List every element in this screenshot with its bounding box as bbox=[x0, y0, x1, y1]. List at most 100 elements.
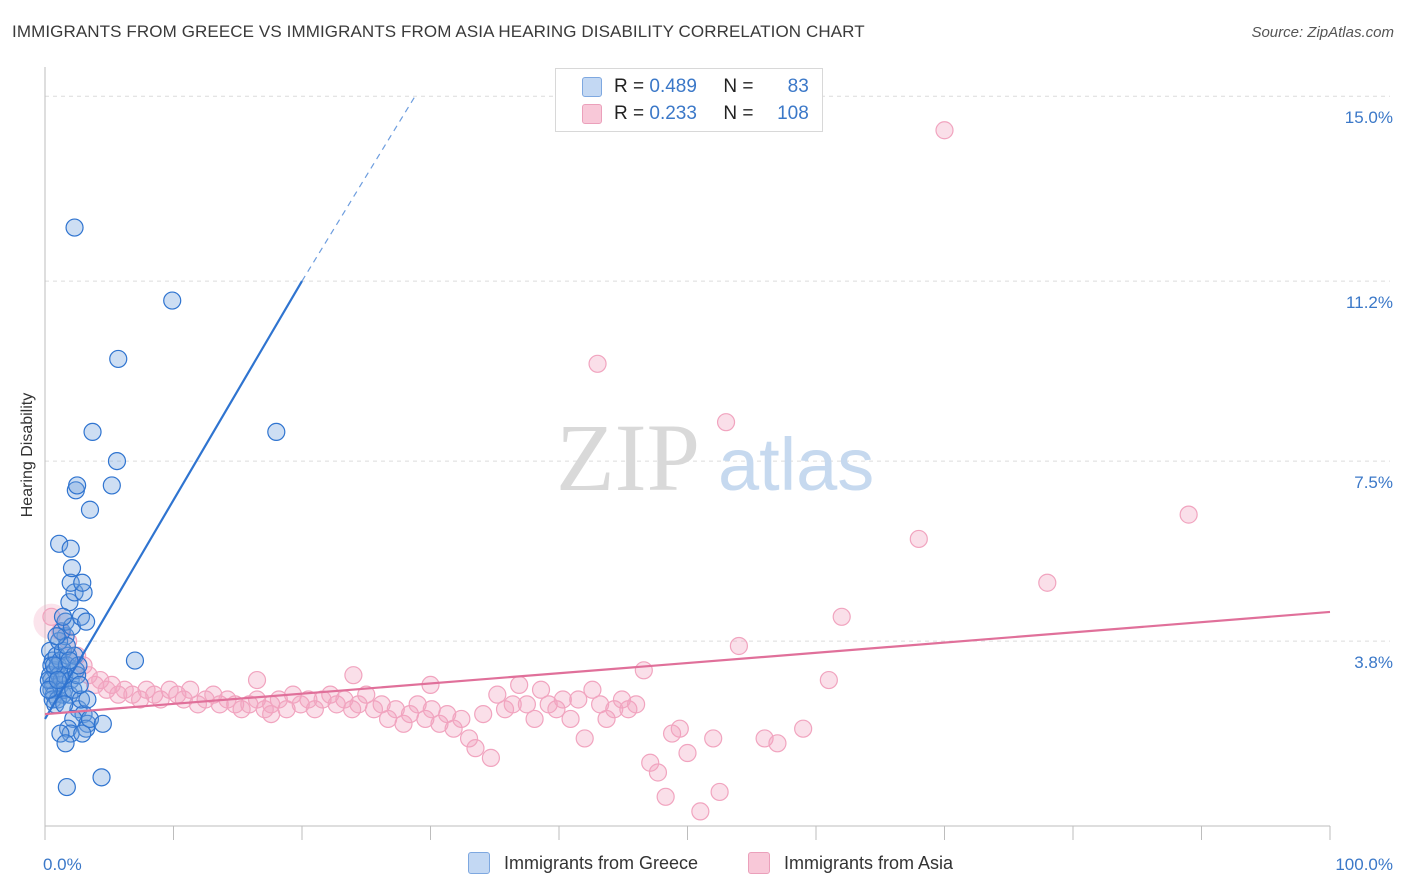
data-point-greece bbox=[92, 768, 111, 787]
data-point-asia bbox=[262, 704, 281, 724]
data-point-asia bbox=[670, 719, 689, 738]
watermark: ZIP atlas bbox=[556, 404, 874, 511]
data-point-greece bbox=[73, 724, 92, 743]
data-point-greece bbox=[163, 291, 182, 310]
data-point-asia bbox=[394, 714, 413, 733]
data-point-asia-cluster bbox=[33, 603, 70, 640]
legend-r-key: R = bbox=[614, 76, 645, 97]
bottom-legend-greece: Immigrants from Greece bbox=[468, 852, 698, 874]
data-point-asia bbox=[510, 675, 529, 695]
y-tick-label: 3.8% bbox=[1354, 653, 1393, 672]
watermark-zip: ZIP bbox=[556, 404, 700, 511]
bottom-legend-label-greece: Immigrants from Greece bbox=[504, 852, 699, 873]
legend-r-key: R = bbox=[614, 103, 645, 124]
data-point-greece bbox=[71, 690, 91, 709]
data-point-greece bbox=[78, 690, 97, 709]
watermark-atlas: atlas bbox=[718, 423, 874, 506]
data-point-greece bbox=[61, 539, 80, 558]
data-point-asia bbox=[416, 709, 435, 729]
trend-line-greece bbox=[44, 280, 303, 720]
x-tick-label-min: 0.0% bbox=[43, 855, 82, 874]
source-label: Source: ZipAtlas.com bbox=[1251, 24, 1394, 41]
data-point-greece bbox=[68, 476, 87, 495]
data-point-greece bbox=[107, 451, 127, 471]
legend-n-value: 108 bbox=[777, 103, 809, 124]
data-point-asia bbox=[656, 787, 675, 806]
data-point-asia bbox=[583, 680, 602, 699]
data-point-greece bbox=[74, 583, 93, 602]
data-point-asia bbox=[794, 719, 813, 738]
y-tick-label: 7.5% bbox=[1354, 473, 1393, 492]
data-point-greece bbox=[48, 670, 67, 690]
legend-n-key: N = bbox=[723, 76, 754, 97]
data-point-asia bbox=[832, 607, 851, 626]
y-tick-label: 11.2% bbox=[1346, 293, 1393, 312]
legend-row-greece: R = 0.489 N = 83 bbox=[582, 75, 809, 99]
data-point-asia bbox=[710, 782, 729, 802]
tick-labels: 3.8% 7.5% 11.2% 15.0% 0.0% 100.0% bbox=[43, 108, 1393, 874]
data-point-asia bbox=[1038, 573, 1057, 592]
series-asia-points bbox=[33, 121, 1198, 821]
data-point-asia bbox=[691, 802, 710, 821]
data-point-asia bbox=[634, 661, 653, 680]
data-point-asia bbox=[553, 690, 572, 709]
data-point-asia bbox=[357, 685, 376, 704]
data-point-asia bbox=[569, 690, 588, 709]
data-point-asia bbox=[612, 690, 632, 709]
data-point-asia bbox=[97, 680, 116, 699]
data-point-asia bbox=[444, 719, 463, 738]
data-point-asia bbox=[91, 670, 110, 690]
legend-r-value: 0.233 bbox=[649, 103, 697, 124]
data-point-asia bbox=[561, 709, 580, 729]
data-point-asia bbox=[408, 695, 427, 714]
data-point-greece bbox=[60, 651, 79, 670]
legend-r-value: 0.489 bbox=[649, 76, 697, 97]
legend: R = 0.489 N = 83 R = 0.233 N = 108 bbox=[555, 68, 823, 132]
data-point-greece bbox=[109, 349, 128, 369]
data-point-asia bbox=[452, 709, 471, 729]
data-point-asia bbox=[459, 729, 479, 748]
y-tick-label: 15.0% bbox=[1345, 108, 1393, 127]
data-point-asia bbox=[181, 680, 200, 699]
data-point-asia bbox=[575, 729, 594, 748]
data-point-asia bbox=[204, 685, 223, 704]
bottom-legend-swatch-greece bbox=[468, 852, 490, 874]
data-point-asia bbox=[130, 690, 150, 709]
data-point-asia bbox=[678, 743, 697, 763]
trend-line-asia bbox=[44, 610, 1331, 716]
data-point-asia bbox=[716, 413, 736, 432]
data-point-asia bbox=[474, 704, 493, 724]
data-point-greece bbox=[102, 476, 121, 495]
x-tick-label-max: 100.0% bbox=[1335, 855, 1393, 874]
data-point-asia bbox=[386, 700, 405, 719]
data-point-asia bbox=[641, 753, 660, 772]
data-point-asia bbox=[605, 700, 624, 719]
bottom-legend-asia: Immigrants from Asia bbox=[748, 852, 953, 874]
data-point-asia bbox=[597, 709, 616, 729]
data-point-greece bbox=[43, 690, 62, 709]
data-point-greece bbox=[73, 573, 92, 592]
data-point-greece bbox=[56, 734, 75, 753]
data-point-asia bbox=[1179, 505, 1198, 524]
data-point-greece bbox=[65, 218, 84, 237]
data-point-asia bbox=[247, 670, 267, 690]
data-point-asia bbox=[299, 690, 318, 709]
bottom-legend-label-asia: Immigrants from Asia bbox=[784, 852, 954, 873]
data-point-greece bbox=[83, 422, 102, 442]
bottom-legend-swatch-asia bbox=[748, 852, 770, 874]
data-point-greece bbox=[62, 559, 82, 578]
trend-line-greece-extension bbox=[301, 95, 416, 282]
data-point-asia bbox=[481, 748, 500, 767]
gridlines bbox=[45, 95, 1390, 642]
data-point-asia bbox=[704, 729, 723, 748]
data-point-greece bbox=[53, 607, 73, 626]
data-point-greece bbox=[77, 612, 96, 631]
data-point-greece bbox=[125, 651, 145, 670]
data-point-asia bbox=[819, 670, 838, 690]
data-point-greece bbox=[93, 714, 112, 733]
data-point-greece bbox=[70, 675, 89, 695]
legend-row-asia: R = 0.233 N = 108 bbox=[582, 102, 809, 126]
data-point-greece bbox=[57, 777, 76, 797]
data-point-asia bbox=[909, 529, 928, 549]
